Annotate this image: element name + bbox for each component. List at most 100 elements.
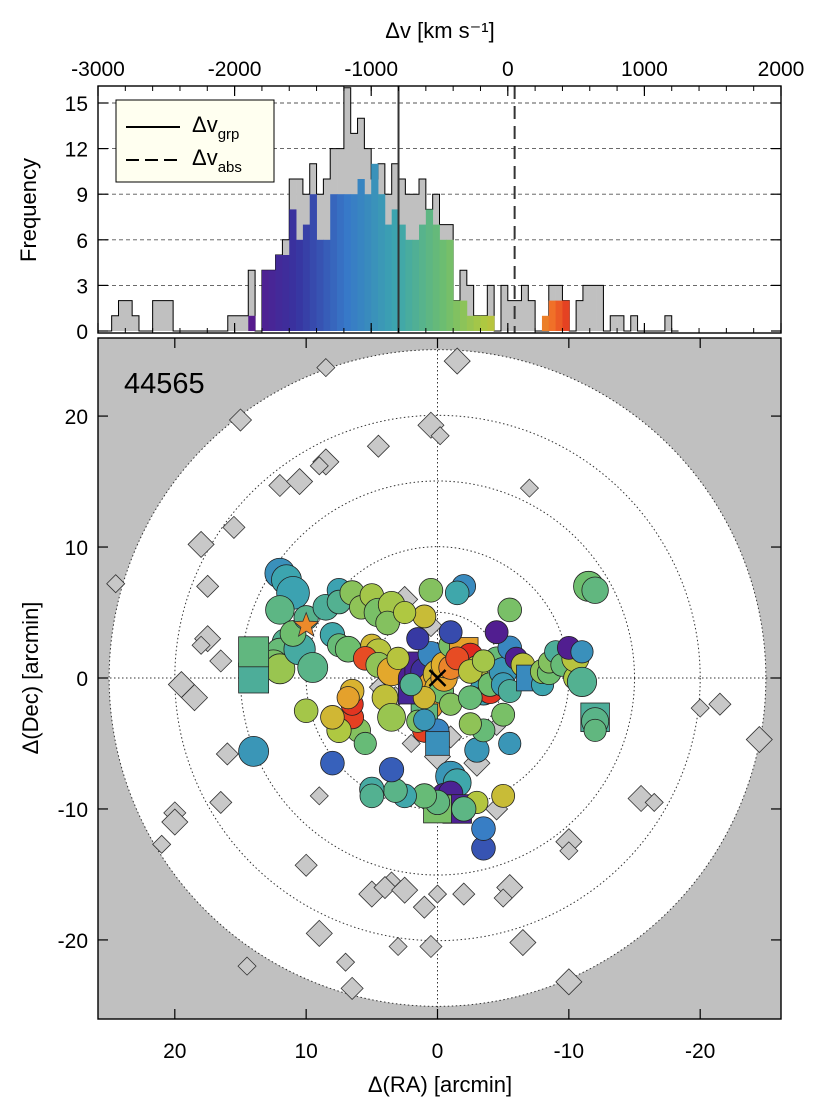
hist-bar-all <box>132 315 140 331</box>
histogram-y-ticks: 0 3 6 9 12 15 <box>65 93 781 344</box>
non-member-diamond <box>161 808 189 836</box>
hist-bar-all <box>576 300 584 331</box>
member-circle <box>583 718 607 742</box>
hist-bar-member <box>309 194 317 331</box>
non-member-diamond <box>309 786 329 806</box>
member-circle <box>413 708 436 732</box>
hist-ytick-label: 3 <box>76 275 88 298</box>
member-circle <box>566 666 598 697</box>
non-member-diamond <box>419 934 443 959</box>
hist-bar-member <box>316 239 324 331</box>
hist-bar-member <box>425 209 434 331</box>
hist-xtick-label: 1000 <box>621 58 668 81</box>
hist-bar-member <box>391 209 399 331</box>
non-member-diamond <box>106 574 126 594</box>
histogram-top-axis-label: Δv [km s⁻¹] <box>385 18 494 43</box>
hist-ytick-label: 15 <box>65 93 88 116</box>
hist-bar-all <box>500 285 509 331</box>
member-circle <box>293 698 319 723</box>
hist-bar-all <box>596 285 604 331</box>
map-xtick-label: 20 <box>163 1040 186 1063</box>
member-circle <box>238 735 270 767</box>
member-square <box>238 636 270 668</box>
skymap-y-axis-label: Δ(Dec) [arcmin] <box>18 602 43 755</box>
hist-bar-member <box>432 224 440 331</box>
member-circle <box>375 610 400 636</box>
skymap-markers <box>292 611 447 687</box>
non-member-diamond <box>690 698 710 718</box>
non-member-diamond <box>309 456 329 476</box>
map-xtick-label: 10 <box>294 1040 317 1063</box>
non-member-diamond <box>443 347 471 375</box>
non-member-diamond <box>316 358 336 378</box>
non-member-diamond <box>196 574 220 598</box>
histogram-reference-lines <box>397 86 516 333</box>
hist-bar-all <box>241 315 249 331</box>
non-member-diamond <box>708 692 732 716</box>
non-member-diamond <box>237 956 257 976</box>
skymap-y-ticks: 20 10 0 -10 -20 <box>58 406 781 953</box>
non-member-diamond <box>152 834 172 854</box>
member-circle <box>491 702 516 727</box>
non-member-diamond <box>412 895 436 919</box>
member-circle <box>265 595 295 625</box>
hist-xtick-label: -3000 <box>71 58 125 81</box>
hist-bar-all <box>514 300 522 331</box>
hist-xtick-label: -2000 <box>208 58 262 81</box>
hist-xtick-label: -1000 <box>344 58 398 81</box>
hist-bar-member <box>384 224 393 331</box>
hist-bar-all <box>521 285 529 331</box>
hist-bar-member <box>302 224 311 331</box>
non-member-diamond <box>305 919 333 947</box>
member-circle <box>393 600 417 625</box>
hist-bar-member <box>261 270 270 331</box>
non-member-diamond <box>509 928 537 957</box>
skymap-panel: 20 10 0 -10 -20 20 10 0 -10 -20 44565 Δ(RA) [arc… <box>18 337 782 1097</box>
map-xtick-label: -20 <box>685 1040 715 1063</box>
center-cross-b <box>428 669 447 687</box>
hist-bar-member <box>289 209 297 331</box>
non-member-diamond <box>452 882 476 906</box>
member-square <box>425 731 450 756</box>
member-circle <box>336 686 360 710</box>
hist-bar-member <box>405 239 413 331</box>
member-circle <box>471 816 496 841</box>
histogram-x-ticks: -3000 -2000 -1000 0 1000 2000 <box>71 58 804 333</box>
member-circle <box>451 796 477 822</box>
hist-bar-all <box>617 315 625 331</box>
non-member-diamond <box>215 742 239 766</box>
hist-bar-member <box>459 300 468 331</box>
non-member-diamond <box>180 684 209 712</box>
map-ytick-label: -10 <box>58 799 88 822</box>
hist-bar-all <box>227 315 235 331</box>
hist-bar-member <box>446 239 454 331</box>
skymap-x-ticks: 20 10 0 -10 -20 <box>163 338 715 1063</box>
hist-bar-member <box>541 315 550 331</box>
member-circle <box>378 757 405 783</box>
member-circle <box>406 627 430 651</box>
skymap-non-members <box>106 347 773 1000</box>
hist-bar-member <box>343 194 352 331</box>
hist-bar-member <box>330 194 338 331</box>
map-ytick-label: 10 <box>65 537 88 560</box>
member-circle <box>458 685 483 710</box>
skymap-members <box>238 557 610 861</box>
member-circle <box>320 705 345 730</box>
non-member-diamond <box>222 515 246 539</box>
hist-bar-member <box>398 224 406 331</box>
hist-bar-member <box>275 255 283 331</box>
hist-bar-member <box>548 300 557 331</box>
hist-bar-member <box>350 194 358 331</box>
non-member-diamond <box>644 792 664 812</box>
map-ytick-label: 20 <box>65 406 88 429</box>
absorber-star <box>292 611 320 638</box>
hist-bar-all <box>118 300 126 331</box>
hist-bar-member <box>555 300 563 331</box>
hist-ytick-label: 6 <box>76 230 88 253</box>
non-member-diamond <box>745 725 773 754</box>
member-circle <box>498 731 522 756</box>
hist-bar-member <box>412 239 420 331</box>
hist-bar-all <box>111 315 119 331</box>
member-circle <box>359 783 385 809</box>
